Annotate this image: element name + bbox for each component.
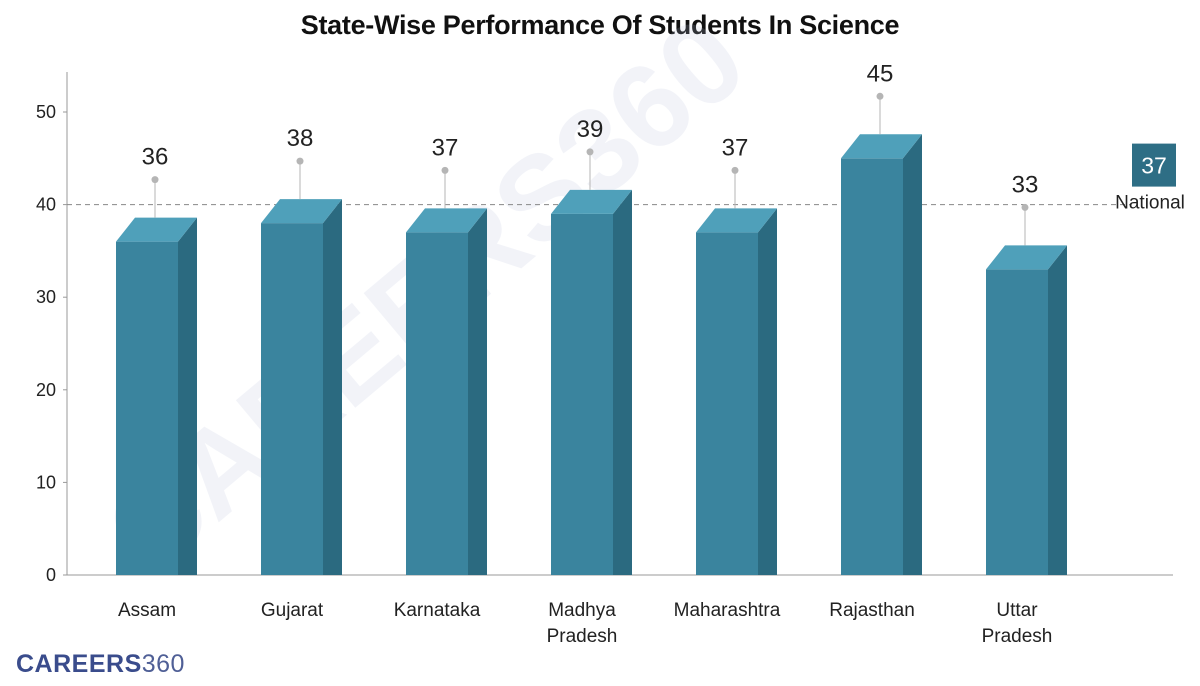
value-label: 33 bbox=[1012, 171, 1039, 198]
category-label: Assam bbox=[118, 600, 176, 621]
value-leader-dot bbox=[441, 166, 449, 174]
bar bbox=[261, 223, 323, 575]
bar-top bbox=[406, 208, 487, 233]
value-label: 37 bbox=[722, 134, 749, 161]
category-label: Gujarat bbox=[261, 600, 324, 621]
brand-bold: CAREERS bbox=[16, 650, 142, 678]
bar-top bbox=[696, 208, 777, 233]
category-label: Pradesh bbox=[547, 626, 618, 647]
careers360-logo: CAREERS360 bbox=[16, 650, 185, 679]
value-leader-dot bbox=[586, 148, 594, 156]
category-label: Karnataka bbox=[394, 600, 481, 621]
bars bbox=[116, 134, 1067, 576]
bar-side bbox=[468, 208, 487, 575]
bar-top bbox=[551, 189, 632, 214]
y-tick-label: 0 bbox=[46, 565, 56, 585]
labels: 36 Assam 38 Gujarat 37 Karnataka 39 Madhya Prade… bbox=[118, 60, 1052, 647]
y-tick-label: 40 bbox=[36, 195, 56, 215]
bar-side bbox=[758, 208, 777, 575]
value-leader-dot bbox=[296, 157, 304, 165]
bar-side bbox=[1048, 245, 1067, 576]
y-tick-label: 50 bbox=[36, 102, 56, 122]
bar bbox=[116, 241, 178, 575]
national-label: National bbox=[1115, 193, 1185, 214]
y-tick-label: 20 bbox=[36, 380, 56, 400]
bar-side bbox=[178, 217, 197, 575]
value-label: 39 bbox=[577, 116, 604, 143]
national-badge bbox=[1132, 143, 1176, 187]
chart-title: State-Wise Performance Of Students In Sc… bbox=[300, 10, 900, 40]
value-label: 38 bbox=[287, 125, 314, 152]
bar-side bbox=[903, 134, 922, 576]
bar bbox=[841, 158, 903, 576]
value-label: 45 bbox=[867, 60, 894, 87]
bar-top bbox=[841, 134, 922, 159]
bar-side bbox=[323, 199, 342, 575]
brand-light: 360 bbox=[141, 650, 185, 678]
category-label: Maharashtra bbox=[674, 600, 781, 621]
value-leader-dot bbox=[731, 166, 739, 174]
y-tick-label: 10 bbox=[36, 472, 56, 492]
bar bbox=[986, 269, 1048, 575]
national-badge-value: 37 bbox=[1141, 153, 1167, 179]
value-label: 37 bbox=[432, 134, 459, 161]
value-leader-dot bbox=[876, 92, 884, 100]
category-label: Rajasthan bbox=[829, 600, 915, 621]
category-label: Uttar bbox=[996, 600, 1038, 621]
bar-top bbox=[116, 217, 197, 242]
bar bbox=[406, 232, 468, 575]
value-label: 36 bbox=[142, 144, 169, 171]
bar-top bbox=[261, 199, 342, 224]
y-tick-label: 30 bbox=[36, 287, 56, 307]
value-leader-dot bbox=[1021, 203, 1029, 211]
value-leader-dot bbox=[151, 176, 159, 184]
bar-top bbox=[986, 245, 1067, 270]
category-label: Madhya bbox=[548, 600, 616, 621]
bar bbox=[696, 232, 758, 575]
bar bbox=[551, 213, 613, 576]
category-label: Pradesh bbox=[982, 626, 1053, 647]
bar-side bbox=[613, 189, 632, 576]
